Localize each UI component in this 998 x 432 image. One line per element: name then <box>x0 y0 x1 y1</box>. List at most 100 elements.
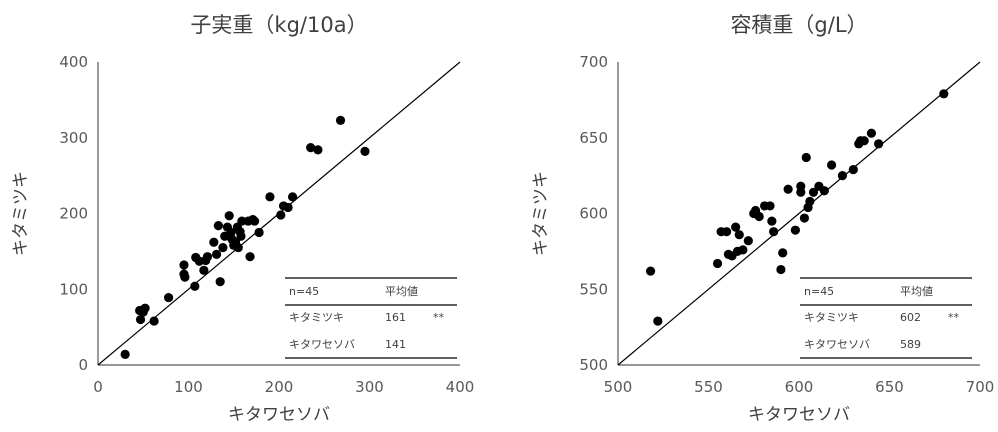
data-point <box>360 146 370 156</box>
data-point <box>233 242 243 253</box>
y-tick-label: 550 <box>579 280 608 298</box>
data-point <box>796 181 806 191</box>
data-point <box>213 221 223 231</box>
y-tick-label: 200 <box>59 205 88 223</box>
data-point <box>190 281 200 291</box>
data-point <box>163 292 174 303</box>
data-point <box>645 266 656 276</box>
stats-table-cell: キタワセソバ <box>804 338 870 351</box>
x-axis-label: キタワセソバ <box>748 405 850 425</box>
data-point <box>179 260 189 270</box>
data-point <box>265 192 275 202</box>
data-point <box>799 213 810 223</box>
data-point <box>754 211 764 222</box>
data-point <box>874 139 884 149</box>
data-point <box>306 142 316 153</box>
stats-table-cell: キタワセソバ <box>289 338 355 351</box>
x-tick-label: 400 <box>446 378 475 396</box>
data-point <box>801 152 811 163</box>
data-point <box>236 231 246 241</box>
y-tick-label: 300 <box>59 129 88 147</box>
y-tick-label: 0 <box>78 356 88 374</box>
data-point <box>776 264 786 275</box>
reference-line-y-equals-x <box>617 61 981 366</box>
x-axis-label: キタワセソバ <box>228 405 330 425</box>
data-point <box>335 115 346 125</box>
data-point <box>783 184 793 194</box>
data-point <box>215 277 225 287</box>
data-point <box>254 227 264 238</box>
data-point <box>778 248 788 258</box>
x-tick-label: 500 <box>604 378 633 396</box>
data-point <box>149 316 159 326</box>
y-tick-label: 600 <box>579 205 608 223</box>
data-point <box>287 192 298 202</box>
data-point <box>790 225 800 235</box>
data-point <box>199 265 209 275</box>
data-point <box>120 349 130 359</box>
stats-table-cell: ** <box>948 311 960 324</box>
y-tick-label: 650 <box>579 129 608 147</box>
data-point <box>224 211 234 221</box>
data-point <box>712 258 723 269</box>
stats-table-header-cell: 平均値 <box>900 285 933 298</box>
data-point <box>180 272 190 282</box>
x-tick-label: 0 <box>93 378 103 396</box>
data-point <box>202 252 213 262</box>
stats-table-cell: ** <box>433 311 445 324</box>
data-point <box>653 316 663 326</box>
data-point <box>767 216 777 226</box>
data-point <box>848 164 858 175</box>
stats-table-header-cell: n=45 <box>289 285 319 298</box>
data-point <box>226 227 236 238</box>
x-tick-label: 200 <box>265 378 294 396</box>
data-point <box>765 201 775 211</box>
stats-table-cell: 602 <box>900 311 921 324</box>
y-axis-label: キタミツキ <box>531 171 551 256</box>
data-point <box>866 128 877 138</box>
data-point <box>140 303 150 313</box>
data-point <box>743 236 753 246</box>
data-point <box>939 89 949 99</box>
y-tick-label: 500 <box>579 356 608 374</box>
data-point <box>722 227 732 237</box>
chart-title: 子実重（kg/10a） <box>190 13 367 37</box>
data-point <box>731 222 741 232</box>
data-point <box>218 242 228 253</box>
data-point <box>738 245 748 255</box>
data-point <box>211 249 222 260</box>
data-point <box>245 252 255 262</box>
stats-table-header-cell: 平均値 <box>385 285 418 298</box>
data-point <box>313 145 323 155</box>
x-tick-label: 600 <box>785 378 814 396</box>
data-point <box>819 186 829 196</box>
data-point <box>237 216 247 226</box>
data-point <box>826 160 837 170</box>
stats-table-header-cell: n=45 <box>804 285 834 298</box>
y-tick-label: 100 <box>59 280 88 298</box>
x-tick-label: 650 <box>875 378 904 396</box>
x-tick-label: 300 <box>355 378 384 396</box>
data-point <box>283 202 293 213</box>
chart-title: 容積重（g/L） <box>730 13 867 37</box>
y-axis-label: キタミツキ <box>11 171 31 256</box>
stats-table-cell: 161 <box>385 311 406 324</box>
y-tick-label: 400 <box>59 53 88 71</box>
stats-table-cell: キタミツキ <box>804 311 859 324</box>
data-point <box>249 216 260 226</box>
y-tick-label: 700 <box>579 53 608 71</box>
data-point <box>734 230 744 240</box>
x-tick-label: 550 <box>694 378 723 396</box>
data-point <box>837 171 848 181</box>
stats-table-cell: 141 <box>385 338 406 351</box>
x-tick-label: 700 <box>966 378 995 396</box>
x-tick-label: 100 <box>174 378 203 396</box>
data-point <box>276 210 286 220</box>
stats-table-cell: 589 <box>900 338 921 351</box>
data-point <box>859 136 869 146</box>
stats-table-cell: キタミツキ <box>289 311 344 324</box>
data-point <box>808 187 819 197</box>
data-point <box>805 196 815 206</box>
data-point <box>209 237 219 247</box>
